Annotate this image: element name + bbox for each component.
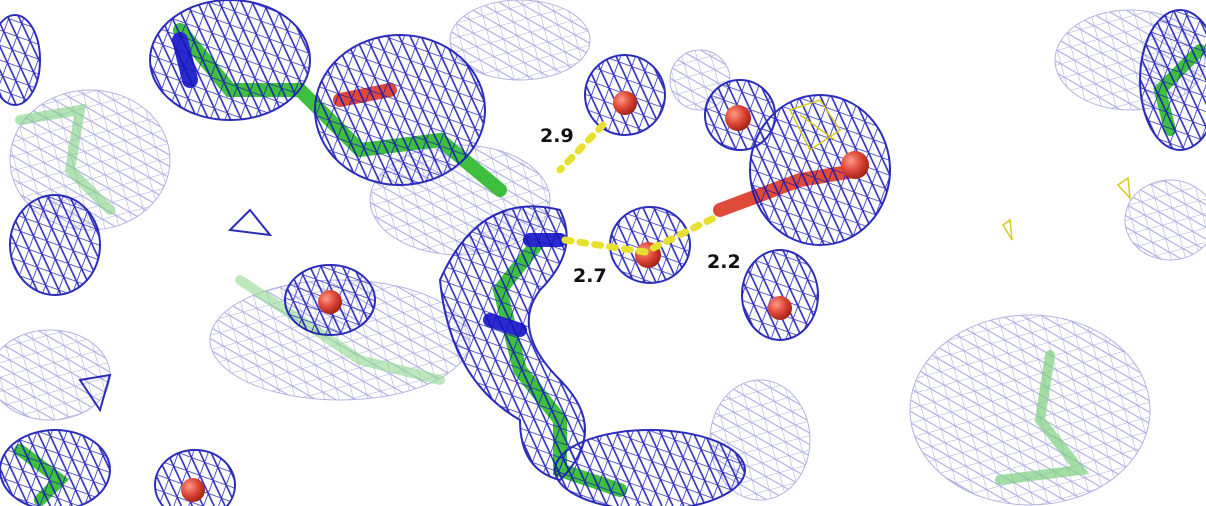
distance-label: 2.7	[573, 265, 607, 287]
distance-label: 2.2	[707, 251, 741, 273]
distance-label: 2.9	[540, 125, 574, 147]
page: 2.9 2.7 2.2 (() => { const data = JSON.p…	[0, 0, 1206, 506]
density-map-view: 2.9 2.7 2.2	[0, 0, 1206, 506]
